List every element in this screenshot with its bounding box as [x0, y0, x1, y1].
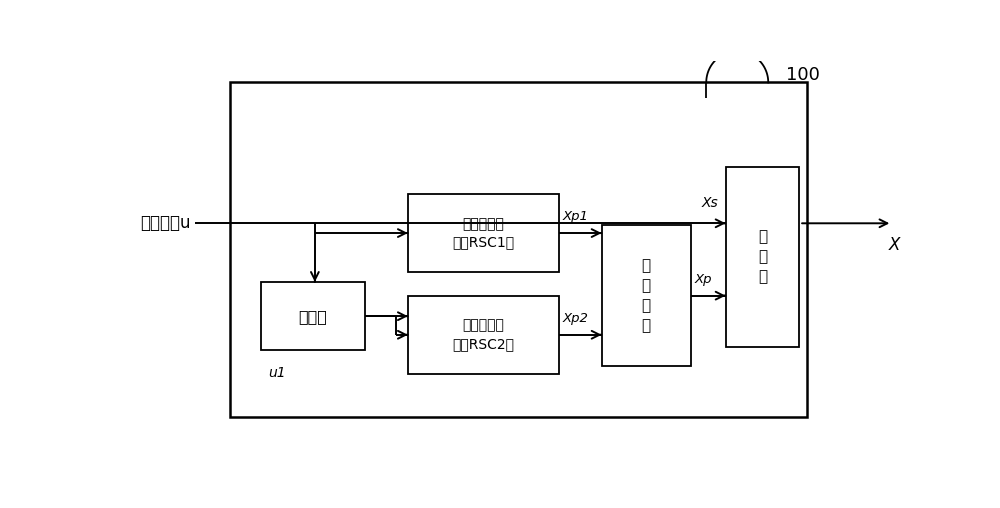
Text: 信息序列u: 信息序列u — [140, 214, 191, 232]
Bar — [408, 194, 559, 272]
Bar — [602, 225, 691, 366]
Bar — [261, 282, 365, 351]
Bar — [230, 82, 807, 417]
Text: 复
用
器: 复 用 器 — [758, 229, 767, 284]
Text: 分量码编码
器（RSC1）: 分量码编码 器（RSC1） — [452, 217, 514, 249]
Text: 100: 100 — [786, 66, 820, 84]
Text: 交织器: 交织器 — [298, 309, 327, 324]
Text: 分量码编码
器（RSC2）: 分量码编码 器（RSC2） — [452, 319, 514, 351]
Text: Xp1: Xp1 — [563, 210, 589, 224]
Bar — [726, 167, 799, 346]
Text: Xp2: Xp2 — [563, 312, 589, 325]
Text: Xp: Xp — [695, 273, 712, 286]
Text: 删
余
单
元: 删 余 单 元 — [642, 259, 651, 333]
Text: Xs: Xs — [701, 196, 718, 210]
Text: X: X — [888, 236, 900, 254]
Text: u1: u1 — [268, 366, 286, 380]
Bar — [408, 296, 559, 374]
